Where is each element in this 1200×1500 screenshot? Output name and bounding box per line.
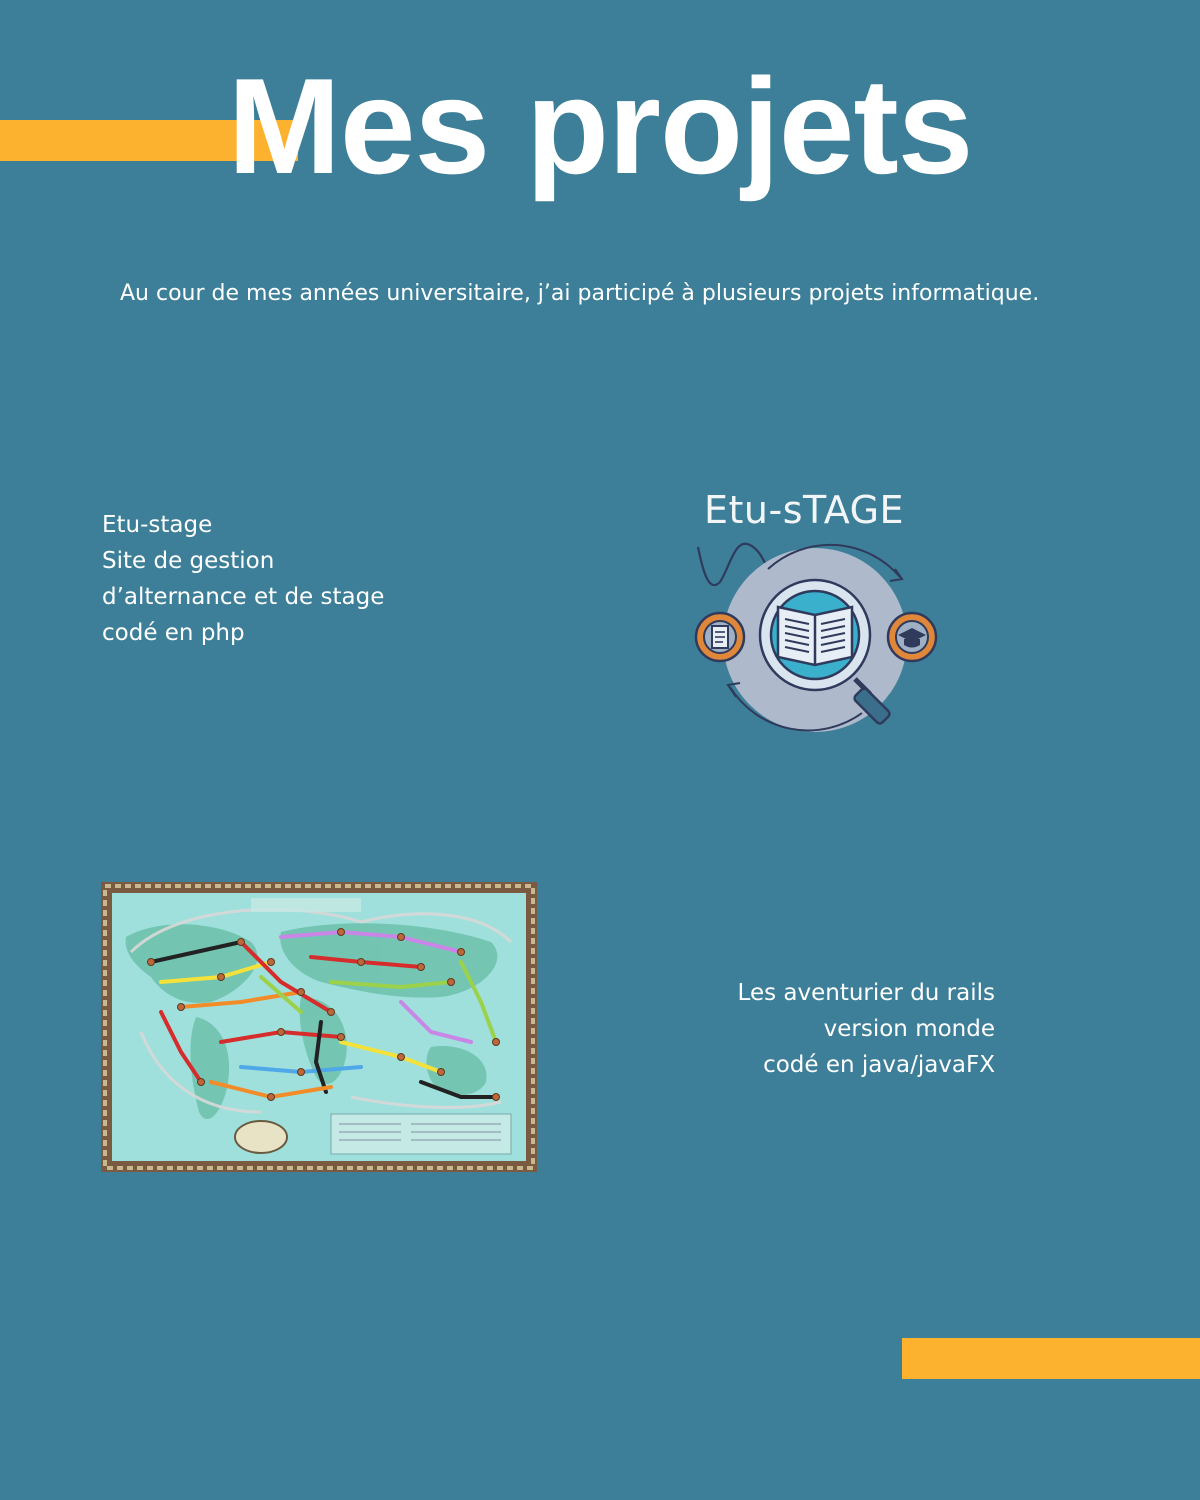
project-etu-stage-description: Etu-stage Site de gestion d’alternance e…	[102, 507, 384, 651]
graduation-cap-icon	[886, 611, 938, 663]
project-rails-line: version monde	[823, 1016, 995, 1042]
accent-bar-bottom	[902, 1338, 1200, 1379]
cycle-arrows-icon	[726, 543, 904, 732]
etu-stage-logo-text: Etu-sTAGE	[704, 488, 905, 532]
wave-line-icon	[696, 542, 773, 587]
etu-stage-logo: Etu-sTAGE	[690, 487, 950, 737]
map-title-banner	[251, 898, 361, 912]
accent-bar-top	[0, 120, 298, 161]
city-markers	[147, 928, 500, 1101]
magnifier-icon	[853, 677, 891, 725]
project-rails-line: codé en java/javaFX	[763, 1052, 995, 1078]
project-rails-description: Les aventurier du rails version monde co…	[738, 975, 995, 1083]
grey-routes	[129, 908, 513, 1114]
project-etu-stage-line: codé en php	[102, 620, 245, 646]
intro-text: Au cour de mes années universitaire, j’a…	[120, 281, 1040, 306]
etu-stage-logo-graphic	[694, 542, 938, 732]
project-etu-stage-line: Etu-stage	[102, 512, 213, 538]
document-icon	[694, 611, 746, 663]
project-etu-stage-line: Site de gestion	[102, 548, 275, 574]
project-etu-stage-line: d’alternance et de stage	[102, 584, 385, 610]
page-title: Mes projets	[227, 50, 974, 202]
project-rails-line: Les aventurier du rails	[737, 980, 995, 1006]
map-legend	[330, 1113, 512, 1155]
map-medallion	[234, 1120, 288, 1154]
book-icon	[776, 605, 854, 667]
world-railway-map-image	[101, 882, 537, 1172]
world-railway-map-graphic	[101, 882, 537, 1172]
